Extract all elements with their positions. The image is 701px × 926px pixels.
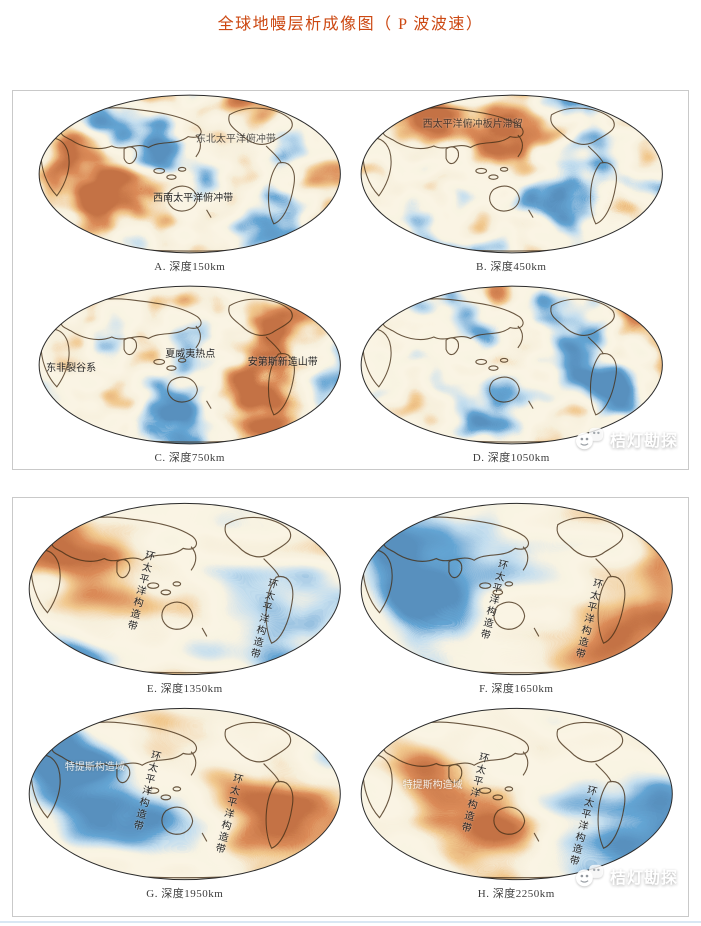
map-caption: A. 深度150km bbox=[154, 261, 226, 273]
watermark-logo-icon bbox=[574, 425, 606, 453]
maps-grid-a-d: 东北太平洋俯冲带西南太平洋俯冲带 A. 深度150km 西太平洋俯冲板片滞留 B. 深… bbox=[13, 91, 688, 469]
map-caption: D. 深度1050km bbox=[472, 452, 550, 464]
map-annotation: 东北太平洋俯冲带 bbox=[195, 133, 276, 145]
watermark-text: 桔灯勘探 bbox=[609, 870, 678, 887]
map-image-E: 环太平洋构造带 环太平洋构造带 bbox=[27, 501, 343, 677]
watermark: 桔灯勘探 bbox=[574, 425, 678, 453]
map-caption: C. 深度750km bbox=[154, 452, 225, 464]
map-caption: H. 深度2250km bbox=[477, 888, 555, 900]
map-caption: B. 深度450km bbox=[476, 261, 547, 273]
map-image-D bbox=[359, 284, 665, 446]
tomography-map-A: 东北太平洋俯冲带西南太平洋俯冲带 A. 深度150km bbox=[37, 93, 343, 278]
map-image-C: 东非裂谷系 夏威夷热点安第斯新造山带 bbox=[37, 284, 343, 446]
map-annotation: 东非裂谷系 bbox=[46, 363, 97, 375]
tomography-map-E: 环太平洋构造带 环太平洋构造带 E. 深度1350km bbox=[27, 501, 343, 700]
tomography-map-H: 特提斯构造域 环太平洋构造带 环太平洋构造带 H. 深度2250km bbox=[359, 706, 675, 905]
panel-maps-a-d: 东北太平洋俯冲带西南太平洋俯冲带 A. 深度150km 西太平洋俯冲板片滞留 B. 深… bbox=[12, 90, 689, 470]
map-annotation: 西南太平洋俯冲带 bbox=[153, 193, 234, 205]
map-caption: E. 深度1350km bbox=[146, 683, 223, 695]
map-annotation: 安第斯新造山带 bbox=[247, 356, 318, 368]
map-caption: F. 深度1650km bbox=[479, 683, 554, 695]
tomography-map-G: 特提斯构造域 环太平洋构造带 环太平洋构造带 G. 深度1950km bbox=[27, 706, 343, 905]
map-image-G: 特提斯构造域 环太平洋构造带 环太平洋构造带 bbox=[27, 706, 343, 882]
bottom-divider bbox=[0, 921, 701, 923]
watermark-logo-icon bbox=[574, 862, 606, 890]
tomography-map-D: D. 深度1050km bbox=[359, 284, 665, 469]
tomography-map-B: 西太平洋俯冲板片滞留 B. 深度450km bbox=[359, 93, 665, 278]
map-annotation: 夏威夷热点 bbox=[165, 348, 216, 360]
maps-grid-e-h: 环太平洋构造带 环太平洋构造带 E. 深度1350km 环太平洋构造带 环太平洋构造带 F… bbox=[13, 498, 688, 905]
map-annotation: 特提斯构造域 bbox=[402, 779, 463, 791]
tomography-map-C: 东非裂谷系 夏威夷热点安第斯新造山带 C. 深度750km bbox=[37, 284, 343, 469]
watermark: 桔灯勘探 bbox=[574, 862, 678, 890]
map-image-B: 西太平洋俯冲板片滞留 bbox=[359, 93, 665, 255]
panel-maps-e-h: 环太平洋构造带 环太平洋构造带 E. 深度1350km 环太平洋构造带 环太平洋构造带 F… bbox=[12, 497, 689, 917]
tomography-map-F: 环太平洋构造带 环太平洋构造带 F. 深度1650km bbox=[359, 501, 675, 700]
map-image-F: 环太平洋构造带 环太平洋构造带 bbox=[359, 501, 675, 677]
map-annotation: 西太平洋俯冲板片滞留 bbox=[422, 118, 523, 130]
figure-title: 全球地幔层析成像图（ P 波波速） bbox=[217, 16, 484, 33]
watermark-text: 桔灯勘探 bbox=[609, 433, 678, 450]
map-image-A: 东北太平洋俯冲带西南太平洋俯冲带 bbox=[37, 93, 343, 255]
map-image-H: 特提斯构造域 环太平洋构造带 环太平洋构造带 bbox=[359, 706, 675, 882]
map-caption: G. 深度1950km bbox=[146, 888, 224, 900]
map-annotation: 特提斯构造域 bbox=[64, 762, 125, 774]
